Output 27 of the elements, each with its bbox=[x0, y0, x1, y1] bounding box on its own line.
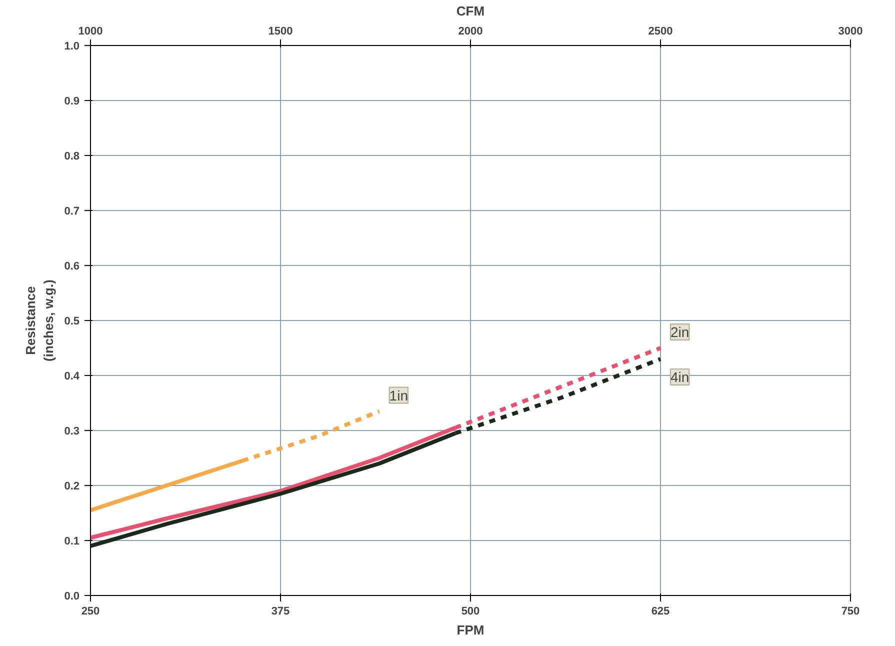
x2-tick-label: 1500 bbox=[268, 26, 293, 38]
x-tick-label: 250 bbox=[81, 606, 100, 618]
series-label: 1in bbox=[389, 387, 408, 404]
x-tick-label: 625 bbox=[651, 606, 670, 618]
x2-tick-label: 2000 bbox=[458, 26, 483, 38]
y-tick-label: 0.8 bbox=[64, 150, 80, 162]
y-tick-label: 0.0 bbox=[64, 590, 80, 602]
x-axis-title: FPM bbox=[456, 622, 484, 638]
y-tick-label: 0.1 bbox=[64, 536, 80, 548]
x-tick-label: 375 bbox=[271, 606, 290, 618]
series-label: 2in bbox=[670, 324, 690, 340]
y-tick-label: 0.5 bbox=[64, 316, 80, 328]
y-tick-label: 0.3 bbox=[64, 426, 80, 438]
x-tick-label: 500 bbox=[461, 606, 480, 618]
y-tick-label: 0.2 bbox=[64, 480, 80, 492]
x2-axis-title: CFM bbox=[456, 4, 485, 18]
y-tick-label: 0.7 bbox=[64, 206, 80, 218]
y-tick-label: 0.4 bbox=[64, 370, 80, 382]
x2-tick-label: 3000 bbox=[838, 26, 863, 38]
y-tick-label: 1.0 bbox=[64, 40, 80, 52]
y-axis-title: Resistance (inches, w.g.) bbox=[23, 280, 56, 362]
y-tick-label: 0.6 bbox=[64, 260, 80, 272]
x2-tick-label: 1000 bbox=[78, 26, 103, 38]
series-label: 4in bbox=[670, 369, 690, 385]
x-tick-label: 750 bbox=[841, 606, 860, 618]
y-tick-label: 0.9 bbox=[64, 96, 80, 108]
x2-tick-label: 2500 bbox=[648, 26, 673, 38]
